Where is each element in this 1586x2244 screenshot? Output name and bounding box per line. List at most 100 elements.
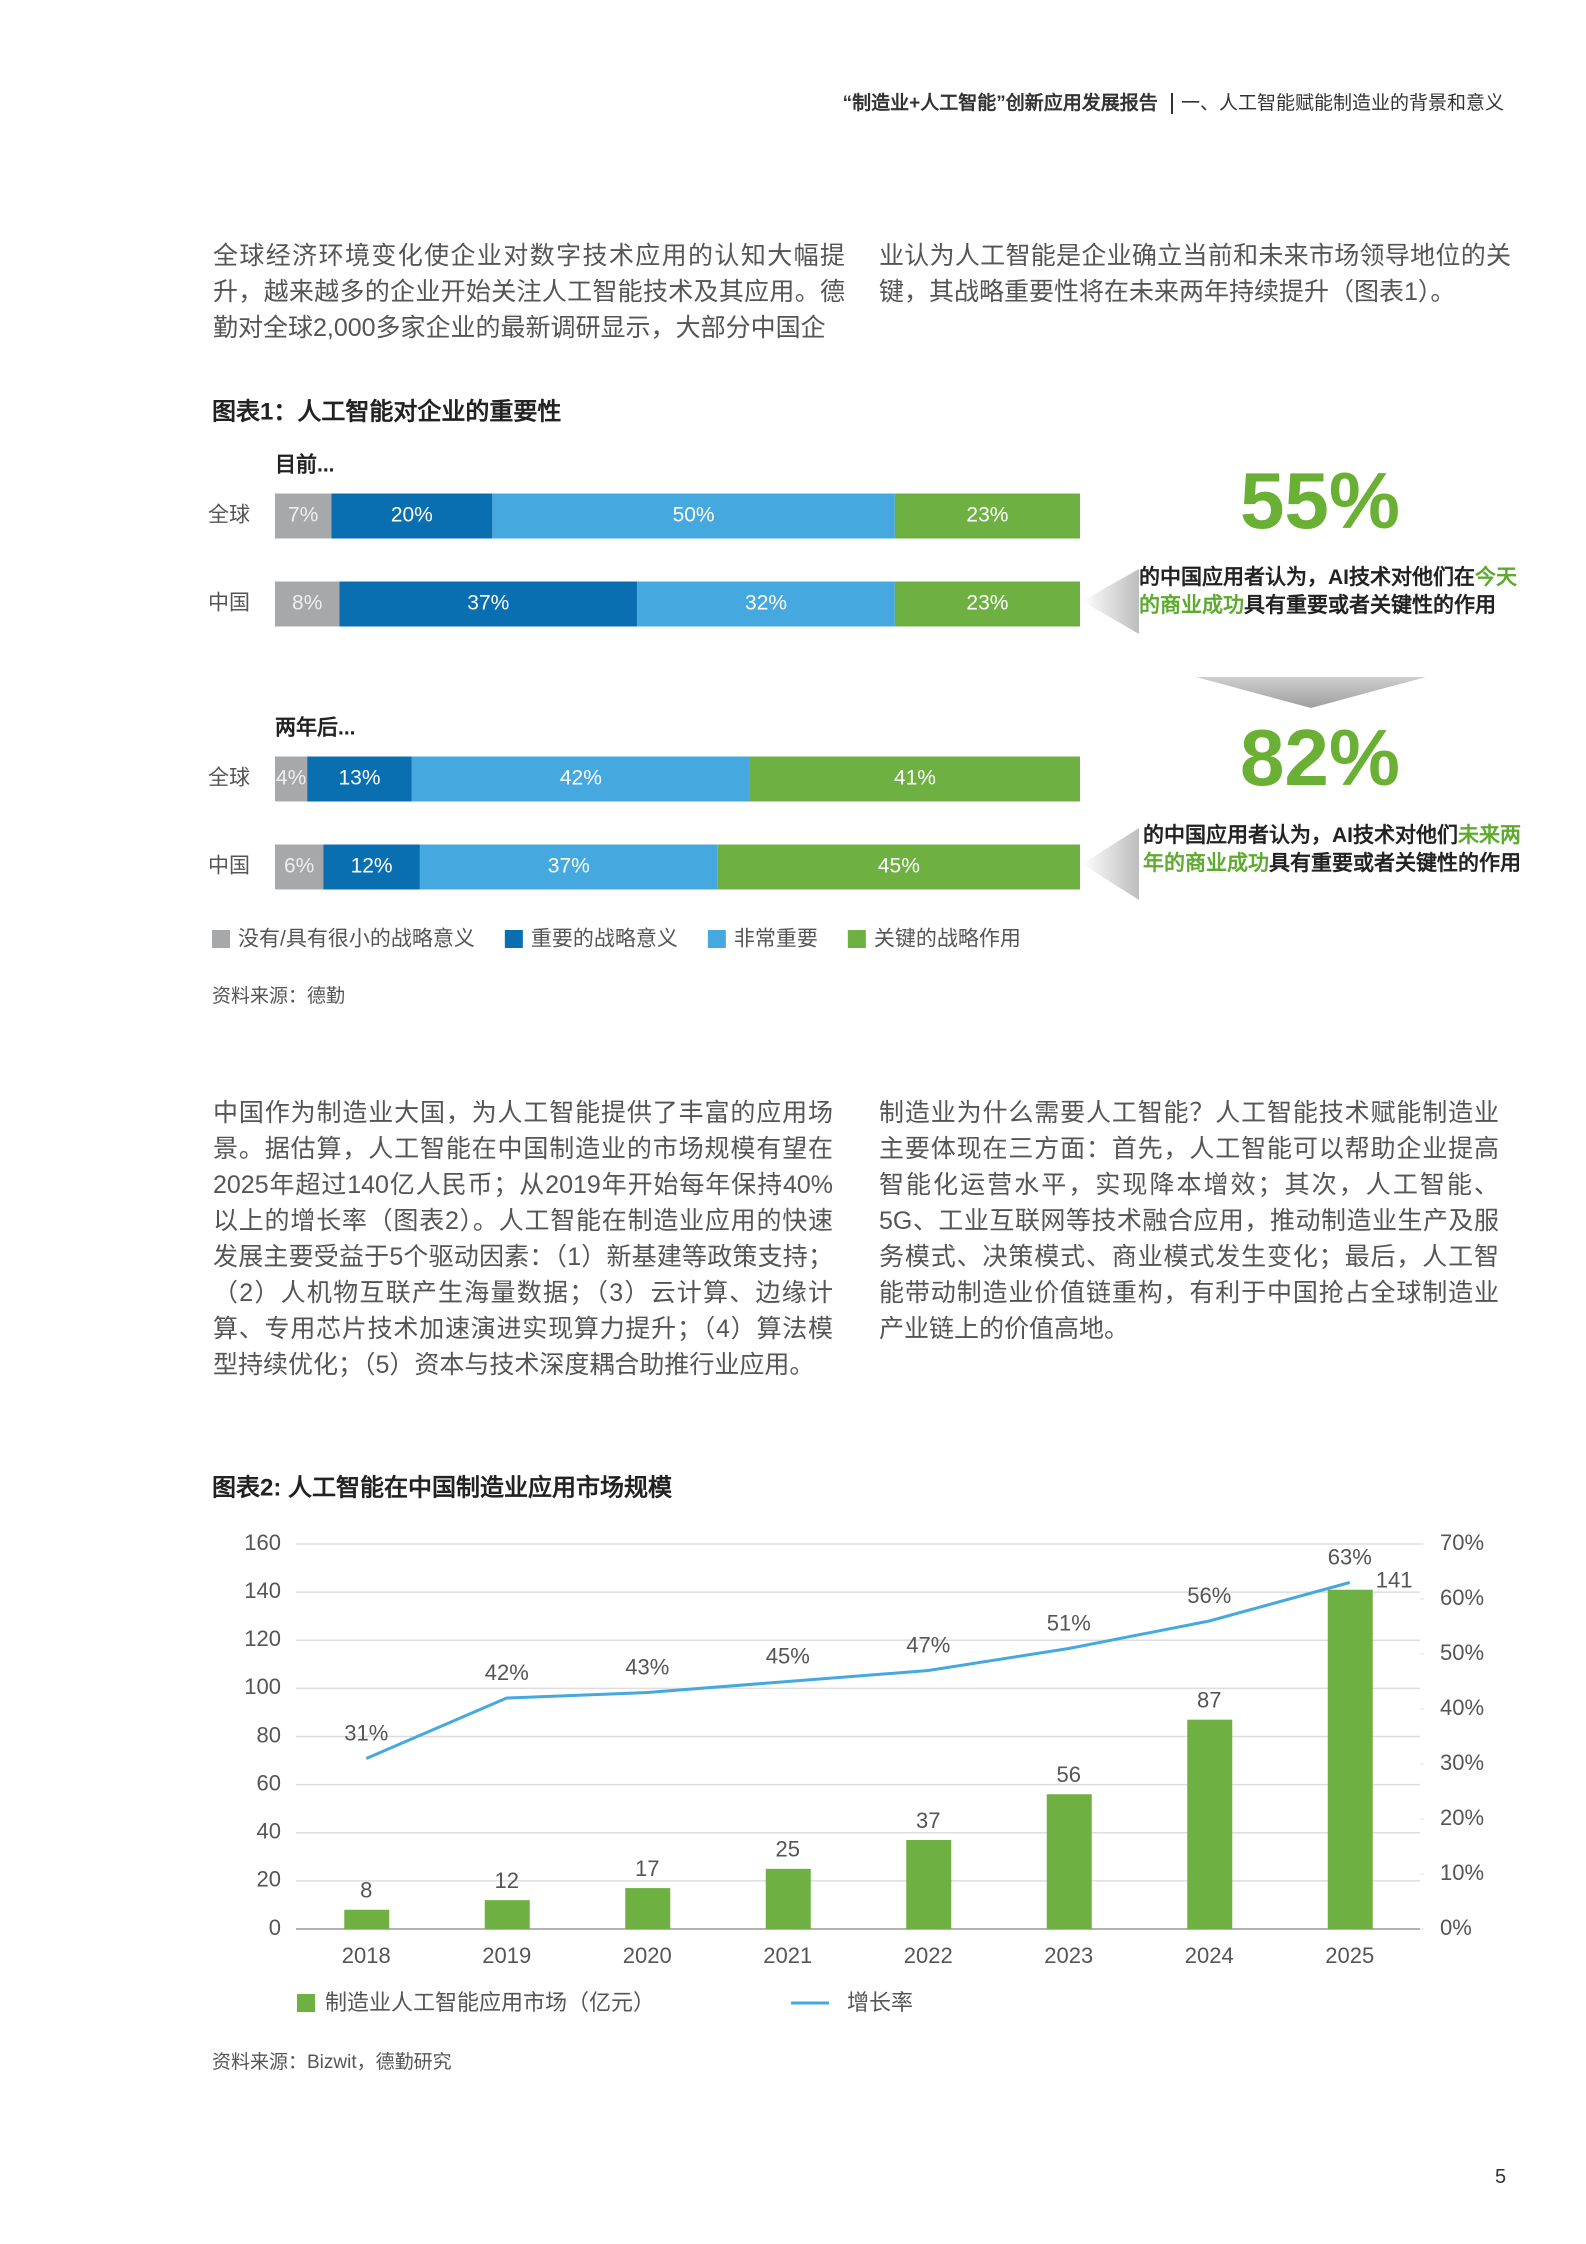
x-tick-label: 2025 [1325, 1943, 1374, 1968]
bar-segment [419, 844, 718, 890]
legend-swatch [707, 930, 726, 948]
y-tick-label: 20 [257, 1867, 281, 1892]
value-label: 50% [673, 504, 715, 527]
page-number: 5 [1495, 2166, 1507, 2188]
bar-value-label: 17 [635, 1856, 659, 1881]
chevron [1196, 677, 1426, 708]
legend-swatch [504, 930, 523, 948]
value-label: 37% [548, 855, 590, 878]
bar [765, 1868, 811, 1929]
bar [1187, 1719, 1233, 1929]
bar-segment [323, 844, 420, 890]
y-tick-label: 60 [257, 1770, 281, 1795]
bar-value-label: 25 [776, 1837, 800, 1862]
bar [1327, 1589, 1373, 1929]
y2-tick-label: 50% [1440, 1640, 1484, 1665]
callout-text: 的中国应用者认为，AI技术对他们在今天的商业成功具有重要或者关键性的作用 [1139, 564, 1519, 620]
x-tick-label: 2024 [1185, 1943, 1234, 1968]
value-label: 4% [276, 767, 306, 790]
report-title: “制造业+人工智能”创新应用发展报告 [842, 93, 1158, 114]
y2-tick-label: 70% [1440, 1530, 1484, 1555]
legend-label: 增长率 [847, 1990, 913, 2015]
value-label: 37% [467, 592, 509, 615]
value-label: 41% [894, 767, 936, 790]
body-right: 制造业为什么需要人工智能？人工智能技术赋能制造业主要体现在三方面：首先，人工智能… [879, 1099, 1499, 1343]
callout-wedge [1082, 569, 1139, 634]
line-value-label: 63% [1328, 1544, 1372, 1569]
callout-part: 具有重要或者关键性的作用 [1244, 594, 1496, 617]
bar-segment [637, 581, 895, 627]
category-label: 全球 [208, 504, 250, 527]
value-label: 23% [966, 592, 1008, 615]
y2-tick-label: 10% [1440, 1860, 1484, 1885]
legend-label: 关键的战略作用 [874, 928, 1021, 951]
growth-line [365, 1581, 1351, 1760]
x-tick-label: 2021 [763, 1943, 812, 1968]
value-label: 13% [339, 767, 381, 790]
body-left: 中国作为制造业大国，为人工智能提供了丰富的应用场景。据估算，人工智能在中国制造业… [213, 1099, 833, 1379]
group-label: 两年后... [275, 716, 356, 740]
bar-value-label: 56 [1057, 1762, 1081, 1787]
y-tick-label: 80 [257, 1722, 281, 1747]
bar-segment [339, 581, 638, 627]
y2-tick-label: 30% [1440, 1750, 1484, 1775]
bar-value-label: 12 [495, 1868, 519, 1893]
line-value-label: 31% [344, 1720, 388, 1745]
bar [484, 1900, 530, 1929]
bar-segment [275, 844, 324, 890]
x-tick-label: 2023 [1044, 1943, 1093, 1968]
bar [906, 1839, 952, 1929]
intro-left: 全球经济环境变化使企业对数字技术应用的认知大幅提升，越来越多的企业开始关注人工智… [213, 242, 845, 342]
bar-segment [275, 493, 332, 539]
callout-part: 的中国应用者认为，AI技术对他们 [1143, 824, 1458, 847]
line-value-label: 42% [485, 1660, 529, 1685]
legend-label: 制造业人工智能应用市场（亿元） [325, 1990, 655, 2015]
group-label: 目前... [275, 453, 335, 477]
y-tick-label: 40 [257, 1819, 281, 1844]
y-tick-label: 140 [244, 1578, 281, 1603]
bar-value-label: 141 [1376, 1568, 1413, 1593]
legend-swatch [297, 1994, 315, 2012]
x-tick-label: 2019 [482, 1943, 531, 1968]
y-tick-label: 0 [269, 1915, 281, 1940]
value-label: 45% [878, 855, 920, 878]
value-label: 20% [391, 504, 433, 527]
callout-text: 的中国应用者认为，AI技术对他们未来两年的商业成功具有重要或者关键性的作用 [1143, 822, 1523, 878]
legend-swatch [212, 930, 230, 948]
line-value-label: 56% [1187, 1583, 1231, 1608]
line-value-label: 45% [766, 1643, 810, 1668]
bar-segment [307, 756, 412, 802]
source: 资料来源：德勤 [212, 985, 345, 1007]
y2-tick-label: 0% [1440, 1915, 1472, 1940]
bar-segment [894, 493, 1080, 539]
chart-title: 图表2: 人工智能在中国制造业应用市场规模 [212, 1473, 673, 1501]
y-tick-label: 120 [244, 1626, 281, 1651]
category-label: 中国 [208, 592, 250, 615]
callout-part: 的中国应用者认为，AI技术对他们在 [1139, 566, 1475, 589]
bar-value-label: 37 [916, 1808, 940, 1833]
value-label: 42% [560, 767, 602, 790]
bar-segment [411, 756, 750, 802]
category-label: 中国 [208, 855, 250, 878]
callout-wedge [1082, 828, 1139, 900]
section-title: 一、人工智能赋能制造业的背景和意义 [1180, 93, 1504, 114]
x-tick-label: 2020 [623, 1943, 672, 1968]
line-value-label: 43% [625, 1654, 669, 1679]
source: 资料来源：Bizwit，德勤研究 [212, 2051, 452, 2073]
legend-swatch [847, 930, 866, 948]
value-label: 12% [351, 855, 393, 878]
legend-label: 非常重要 [734, 928, 818, 951]
callout-highlight: 未来两年的商业成功 [1143, 824, 1521, 875]
bar [625, 1888, 671, 1929]
bar-segment [492, 493, 895, 539]
callout-stat: 55% [1240, 456, 1400, 545]
value-label: 8% [292, 592, 322, 615]
legend-label: 重要的战略意义 [531, 928, 678, 951]
y2-tick-label: 20% [1440, 1805, 1484, 1830]
x-tick-label: 2022 [904, 1943, 953, 1968]
y2-tick-label: 60% [1440, 1585, 1484, 1610]
category-label: 全球 [208, 767, 250, 790]
bar-value-label: 87 [1197, 1687, 1221, 1712]
